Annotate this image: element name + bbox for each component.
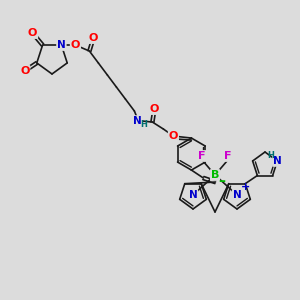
Text: H: H [267, 152, 274, 160]
Text: N: N [189, 190, 197, 200]
Text: B: B [211, 170, 219, 180]
Text: +: + [240, 182, 250, 192]
Text: H: H [140, 120, 147, 129]
Text: N: N [232, 190, 242, 200]
Text: N: N [57, 40, 66, 50]
Text: O: O [150, 104, 159, 114]
Text: O: O [20, 66, 29, 76]
Text: F: F [224, 151, 232, 161]
Text: F: F [198, 151, 206, 161]
Text: O: O [71, 40, 80, 50]
Text: O: O [89, 33, 98, 43]
Text: O: O [169, 131, 178, 141]
Text: –: – [218, 174, 226, 188]
Text: N: N [273, 156, 282, 166]
Text: N: N [133, 116, 142, 126]
Text: O: O [28, 28, 37, 38]
